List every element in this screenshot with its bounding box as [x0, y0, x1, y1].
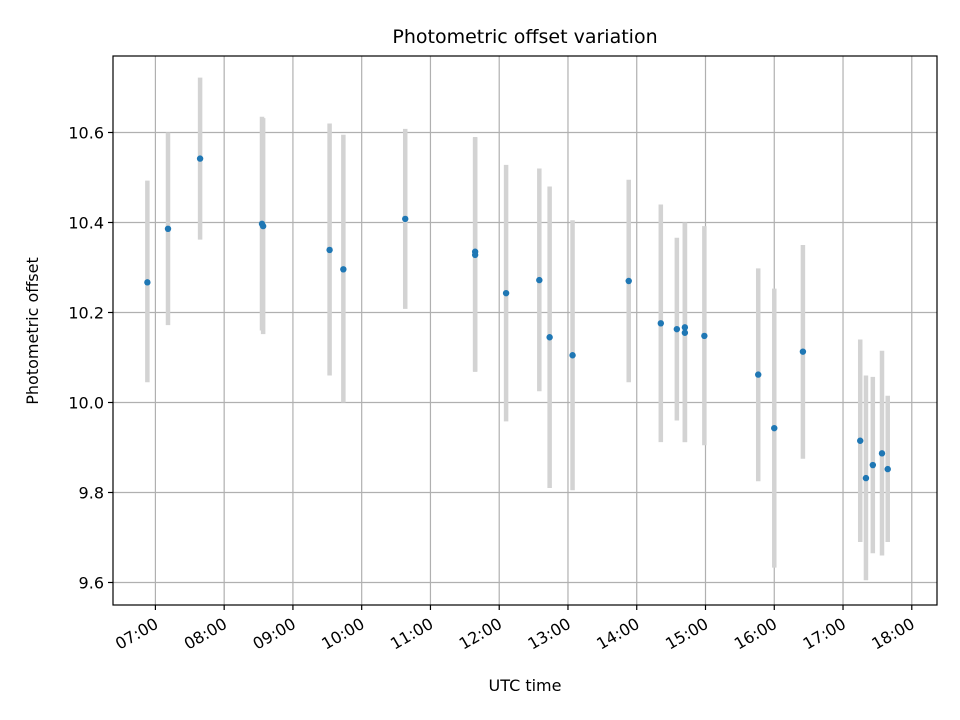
y-axis-label: Photometric offset	[23, 257, 42, 405]
data-point	[402, 215, 409, 223]
plot-area	[113, 56, 937, 605]
data-point	[681, 324, 689, 331]
data-point	[755, 371, 762, 378]
x-axis-label: UTC time	[489, 676, 562, 695]
data-point	[857, 437, 864, 444]
y-tick-label: 9.8	[79, 484, 104, 503]
y-tick-label: 10.2	[68, 304, 104, 323]
data-point	[569, 352, 576, 359]
data-point	[673, 325, 681, 333]
data-point	[536, 276, 543, 284]
data-point	[546, 334, 553, 341]
data-point	[259, 222, 267, 230]
data-point	[164, 225, 172, 232]
data-point	[340, 266, 347, 273]
data-point	[681, 329, 689, 336]
data-point	[799, 348, 807, 355]
data-point	[471, 251, 479, 259]
data-point	[701, 332, 708, 340]
data-point	[144, 279, 151, 286]
data-point	[657, 320, 665, 327]
y-axis-ticks: 9.6 9.8 10.0 10.2 10.4 10.6	[68, 124, 113, 593]
y-tick-label: 10.6	[68, 124, 104, 143]
data-point	[502, 289, 510, 297]
plot-frame	[112, 55, 938, 606]
y-tick-label: 10.4	[68, 214, 104, 233]
data-point	[196, 155, 204, 162]
data-point	[884, 465, 891, 473]
data-points	[144, 155, 891, 482]
data-point	[869, 461, 877, 469]
data-point	[771, 424, 778, 432]
data-point	[878, 450, 886, 457]
y-tick-label: 10.0	[68, 394, 104, 413]
chart-title: Photometric offset variation	[392, 26, 657, 48]
data-point	[326, 246, 333, 254]
data-point	[862, 474, 870, 482]
y-tick-label: 9.6	[79, 574, 104, 593]
y-gridlines	[113, 131, 937, 584]
data-point	[625, 277, 632, 285]
